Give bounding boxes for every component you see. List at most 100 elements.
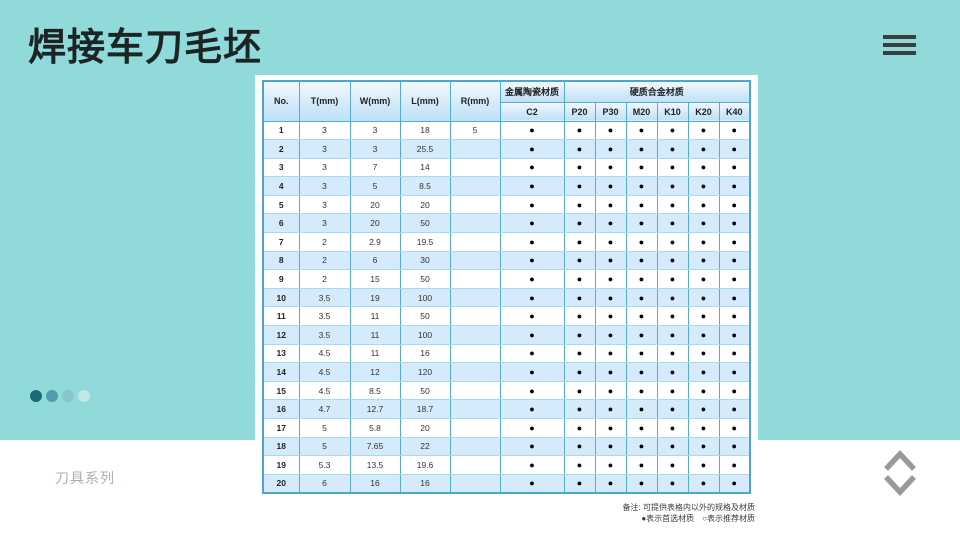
material-cell: ● — [625, 194, 658, 215]
table-row: 9 2 15 50 ● ● ● ● ● ● ● — [262, 269, 751, 289]
note-line-1: 备注: 可提供表格内以外的规格及材质 — [622, 503, 755, 512]
material-cell: ● — [563, 325, 596, 345]
material-cell: ● — [625, 232, 658, 252]
material-cell: ● — [718, 325, 751, 345]
material-cell: ● — [499, 176, 565, 196]
material-cell: ● — [656, 176, 689, 196]
material-cell: ● — [594, 176, 627, 196]
dimension-cell: 30 — [399, 250, 451, 271]
material-cell: ● — [687, 473, 720, 494]
row-number-cell: 6 — [262, 213, 300, 234]
row-number-cell: 20 — [262, 473, 300, 494]
note-line-2: ●表示首选材质 ○表示推荐材质 — [641, 514, 755, 523]
material-col-m20: M20 — [625, 101, 658, 122]
hamburger-menu-icon[interactable] — [883, 35, 916, 55]
material-col-c2: C2 — [499, 101, 565, 122]
material-cell: ● — [563, 473, 596, 494]
dimension-cell: 3 — [349, 120, 401, 141]
material-cell: ● — [563, 213, 596, 234]
material-cell: ● — [687, 306, 720, 327]
material-cell: ● — [499, 157, 565, 178]
material-cell: ● — [594, 399, 627, 419]
dimension-cell: 8.5 — [399, 176, 451, 196]
dimension-cell: 3 — [298, 120, 351, 141]
material-cell: ● — [656, 194, 689, 215]
dimension-cell: 4.7 — [298, 399, 351, 419]
material-col-p20: P20 — [563, 101, 596, 122]
material-cell: ● — [594, 325, 627, 345]
dimension-cell: 11 — [349, 306, 401, 327]
group-header-cermet: 金属陶瓷材质 — [499, 80, 565, 103]
material-cell: ● — [687, 455, 720, 475]
dimension-cell — [449, 194, 501, 215]
dimension-cell: 2.9 — [349, 232, 401, 252]
dimension-cell — [449, 157, 501, 178]
dimension-cell: 5.8 — [349, 418, 401, 438]
material-cell: ● — [625, 399, 658, 419]
dimension-cell: 5 — [298, 418, 351, 438]
material-cell: ● — [718, 418, 751, 438]
table-row: 14 4.5 12 120 ● ● ● ● ● ● ● — [262, 362, 751, 382]
col-header-t: T(mm) — [298, 80, 351, 122]
material-cell: ● — [656, 418, 689, 438]
col-header-no: No. — [262, 80, 300, 122]
material-cell: ● — [563, 418, 596, 438]
material-cell: ● — [656, 436, 689, 457]
chevron-up-icon[interactable] — [883, 450, 917, 471]
material-cell: ● — [563, 455, 596, 475]
material-cell: ● — [499, 232, 565, 252]
dimension-cell: 18 — [399, 120, 451, 141]
material-cell: ● — [687, 232, 720, 252]
material-cell: ● — [594, 213, 627, 234]
table-row: 17 5 5.8 20 ● ● ● ● ● ● ● — [262, 418, 751, 438]
table-row: 20 6 16 16 ● ● ● ● ● ● ● — [262, 473, 751, 494]
dimension-cell — [449, 232, 501, 252]
row-number-cell: 15 — [262, 380, 300, 401]
material-cell: ● — [563, 120, 596, 141]
row-number-cell: 11 — [262, 306, 300, 327]
material-cell: ● — [499, 362, 565, 382]
material-cell: ● — [625, 325, 658, 345]
material-cell: ● — [718, 157, 751, 178]
material-col-p30: P30 — [594, 101, 627, 122]
pagination-dot-2[interactable] — [46, 390, 58, 402]
material-cell: ● — [718, 362, 751, 382]
row-number-cell: 8 — [262, 250, 300, 271]
dimension-cell — [449, 455, 501, 475]
dimension-cell — [449, 436, 501, 457]
material-cell: ● — [687, 436, 720, 457]
pagination-dot-1[interactable] — [30, 390, 42, 402]
material-cell: ● — [594, 306, 627, 327]
material-cell: ● — [687, 139, 720, 159]
material-cell: ● — [625, 269, 658, 289]
chevron-down-icon[interactable] — [883, 475, 917, 496]
table-header: No. T(mm) W(mm) L(mm) R(mm) 金属陶瓷材质 硬质合金材… — [262, 80, 751, 122]
dimension-cell: 16 — [399, 473, 451, 494]
material-cell: ● — [687, 343, 720, 364]
material-cell: ● — [499, 455, 565, 475]
table-notes: 备注: 可提供表格内以外的规格及材质 ●表示首选材质 ○表示推荐材质 — [255, 502, 755, 524]
material-cell: ● — [563, 194, 596, 215]
material-cell: ● — [594, 455, 627, 475]
material-cell: ● — [687, 157, 720, 178]
material-cell: ● — [625, 455, 658, 475]
material-cell: ● — [687, 194, 720, 215]
dimension-cell — [449, 213, 501, 234]
dimension-cell: 100 — [399, 325, 451, 345]
material-cell: ● — [656, 139, 689, 159]
material-cell: ● — [656, 269, 689, 289]
pagination-dot-4[interactable] — [78, 390, 90, 402]
table-row: 5 3 20 20 ● ● ● ● ● ● ● — [262, 194, 751, 215]
dimension-cell: 50 — [399, 269, 451, 289]
material-cell: ● — [594, 269, 627, 289]
hamburger-bar — [883, 35, 916, 39]
material-cell: ● — [594, 139, 627, 159]
dimension-cell: 4.5 — [298, 343, 351, 364]
material-cell: ● — [594, 473, 627, 494]
dimension-cell: 19 — [349, 287, 401, 308]
material-cell: ● — [718, 306, 751, 327]
material-cell: ● — [563, 287, 596, 308]
pagination-dot-3[interactable] — [62, 390, 74, 402]
material-cell: ● — [625, 287, 658, 308]
material-cell: ● — [625, 436, 658, 457]
